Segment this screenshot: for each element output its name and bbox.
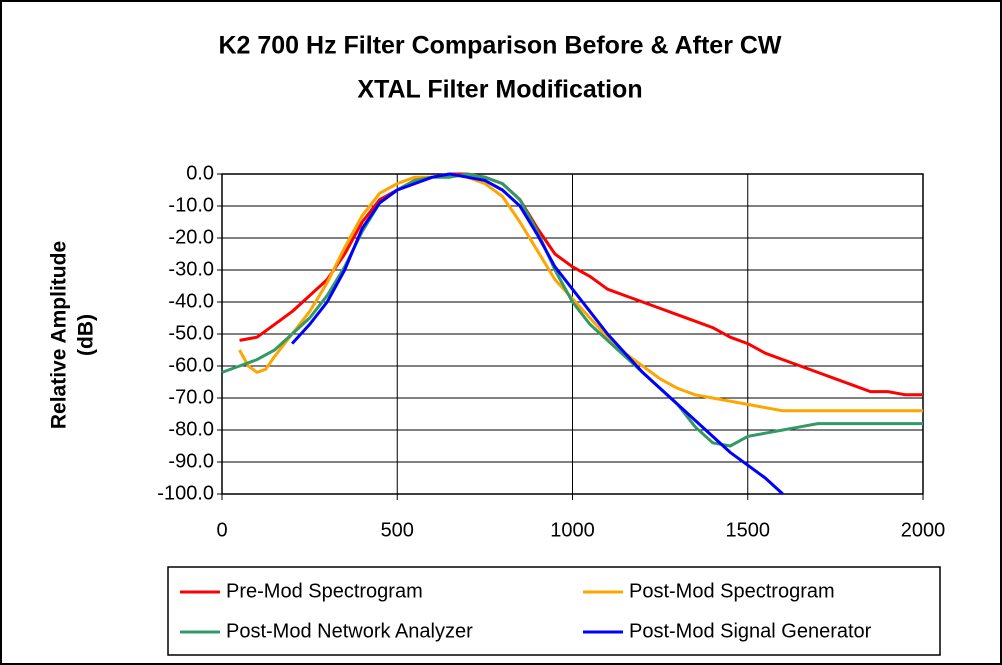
y-tick-label: -60.0 xyxy=(168,354,214,376)
legend-label: Pre-Mod Spectrogram xyxy=(226,580,423,602)
x-tick-label: 2000 xyxy=(901,519,946,541)
y-tick-label: -10.0 xyxy=(168,194,214,216)
legend-label: Post-Mod Signal Generator xyxy=(629,620,872,642)
data-line xyxy=(221,172,923,448)
y-tick-label: -70.0 xyxy=(168,386,214,408)
y-tick-label: -80.0 xyxy=(168,418,214,440)
y-tick-label: -90.0 xyxy=(168,450,214,472)
y-axis-label: (dB) xyxy=(75,314,98,356)
legend-label: Post-Mod Spectrogram xyxy=(629,580,835,602)
y-tick-label: -30.0 xyxy=(168,258,214,280)
y-axis-label: Relative Amplitude xyxy=(48,241,71,429)
data-line xyxy=(290,172,784,496)
legend-label: Post-Mod Network Analyzer xyxy=(226,620,473,642)
data-line xyxy=(238,172,923,413)
legend xyxy=(167,566,941,656)
y-tick-label: -20.0 xyxy=(168,226,214,248)
x-tick-label: 0 xyxy=(216,519,227,541)
chart-title: K2 700 Hz Filter Comparison Before & Aft… xyxy=(218,32,781,60)
y-tick-label: 0.0 xyxy=(186,162,214,184)
data-line xyxy=(239,172,923,397)
y-tick-label: -100.0 xyxy=(157,482,214,504)
x-tick-label: 1000 xyxy=(550,519,595,541)
chart-title: XTAL Filter Modification xyxy=(357,76,642,104)
x-tick-label: 500 xyxy=(381,519,414,541)
y-tick-label: -40.0 xyxy=(168,290,214,312)
x-tick-label: 1500 xyxy=(726,519,771,541)
y-tick-label: -50.0 xyxy=(168,322,214,344)
